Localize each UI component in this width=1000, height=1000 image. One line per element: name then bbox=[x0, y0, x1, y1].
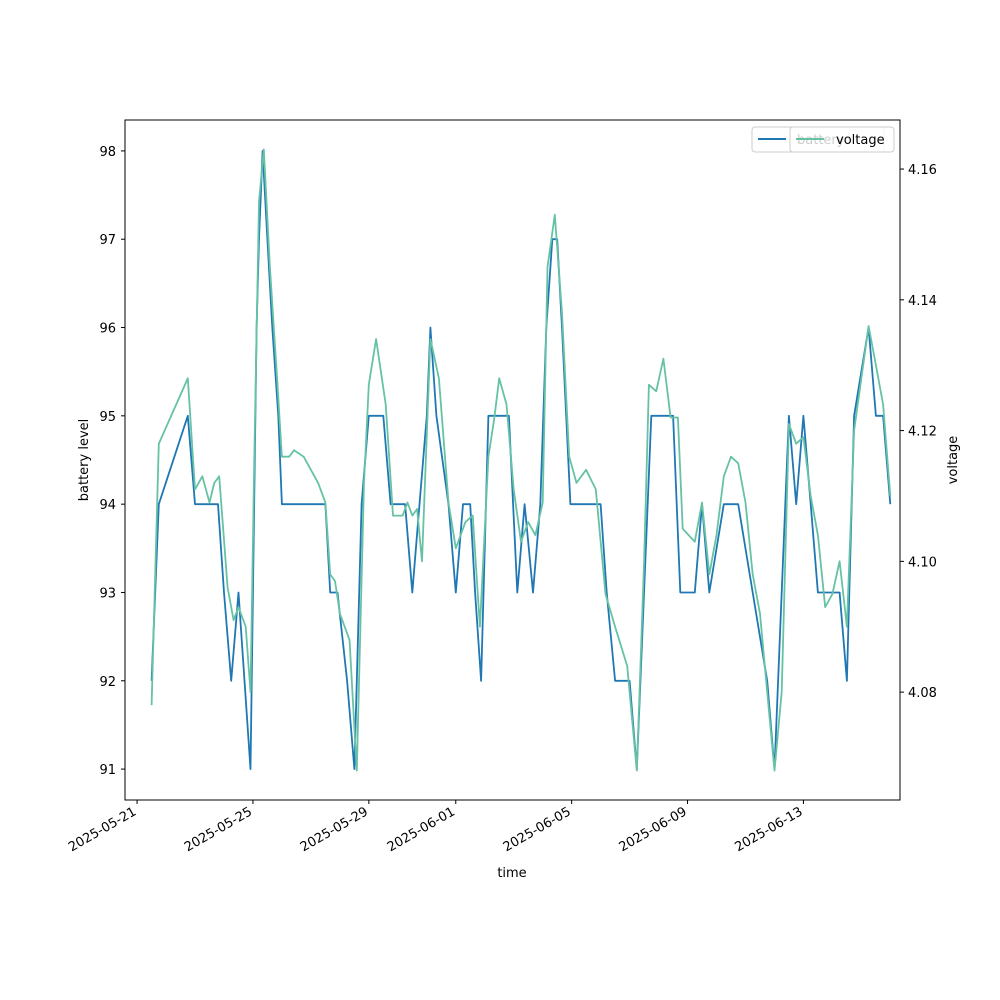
legend-voltage: voltage bbox=[789, 126, 895, 153]
y-axis-right: 4.08 4.10 4.12 4.14 4.16 bbox=[900, 163, 937, 701]
plot-area bbox=[124, 119, 901, 801]
series-line-voltage bbox=[150, 148, 892, 772]
y-right-tick-label: 4.10 bbox=[908, 555, 937, 570]
y-axis-left-label: battery level bbox=[77, 419, 92, 502]
x-tick-label: 2025-05-21 bbox=[66, 804, 139, 855]
y-axis-left: 91 92 93 94 95 96 97 98 bbox=[99, 145, 125, 778]
x-axis: 2025-05-21 2025-05-25 2025-05-29 2025-06-01… bbox=[66, 800, 805, 855]
y-left-tick-label: 97 bbox=[99, 233, 116, 248]
x-tick-label: 2025-06-09 bbox=[617, 804, 690, 855]
legend-voltage-label: voltage bbox=[836, 133, 885, 148]
y-left-tick-label: 98 bbox=[99, 145, 116, 160]
series-layer bbox=[150, 148, 892, 772]
y-right-tick-label: 4.12 bbox=[908, 425, 937, 440]
y-left-tick-label: 95 bbox=[99, 410, 116, 425]
y-right-tick-label: 4.16 bbox=[908, 163, 937, 178]
x-tick-label: 2025-06-13 bbox=[732, 804, 805, 855]
y-left-tick-label: 94 bbox=[99, 498, 116, 513]
y-axis-right-label: voltage bbox=[946, 436, 961, 485]
plot-frame bbox=[124, 119, 901, 801]
x-axis-label: time bbox=[497, 866, 526, 881]
y-left-tick-label: 96 bbox=[99, 322, 116, 337]
x-tick-label: 2025-06-05 bbox=[501, 804, 574, 855]
y-left-tick-label: 91 bbox=[99, 763, 116, 778]
x-tick-label: 2025-05-29 bbox=[298, 804, 371, 855]
x-tick-label: 2025-05-25 bbox=[182, 804, 255, 855]
legend-voltage-box bbox=[789, 126, 895, 153]
y-left-tick-label: 92 bbox=[99, 675, 116, 690]
series-line-battery bbox=[150, 149, 892, 770]
y-right-tick-label: 4.14 bbox=[908, 294, 937, 309]
x-tick-label: 2025-06-01 bbox=[385, 804, 458, 855]
y-right-tick-label: 4.08 bbox=[908, 686, 937, 701]
y-left-tick-label: 93 bbox=[99, 586, 116, 601]
